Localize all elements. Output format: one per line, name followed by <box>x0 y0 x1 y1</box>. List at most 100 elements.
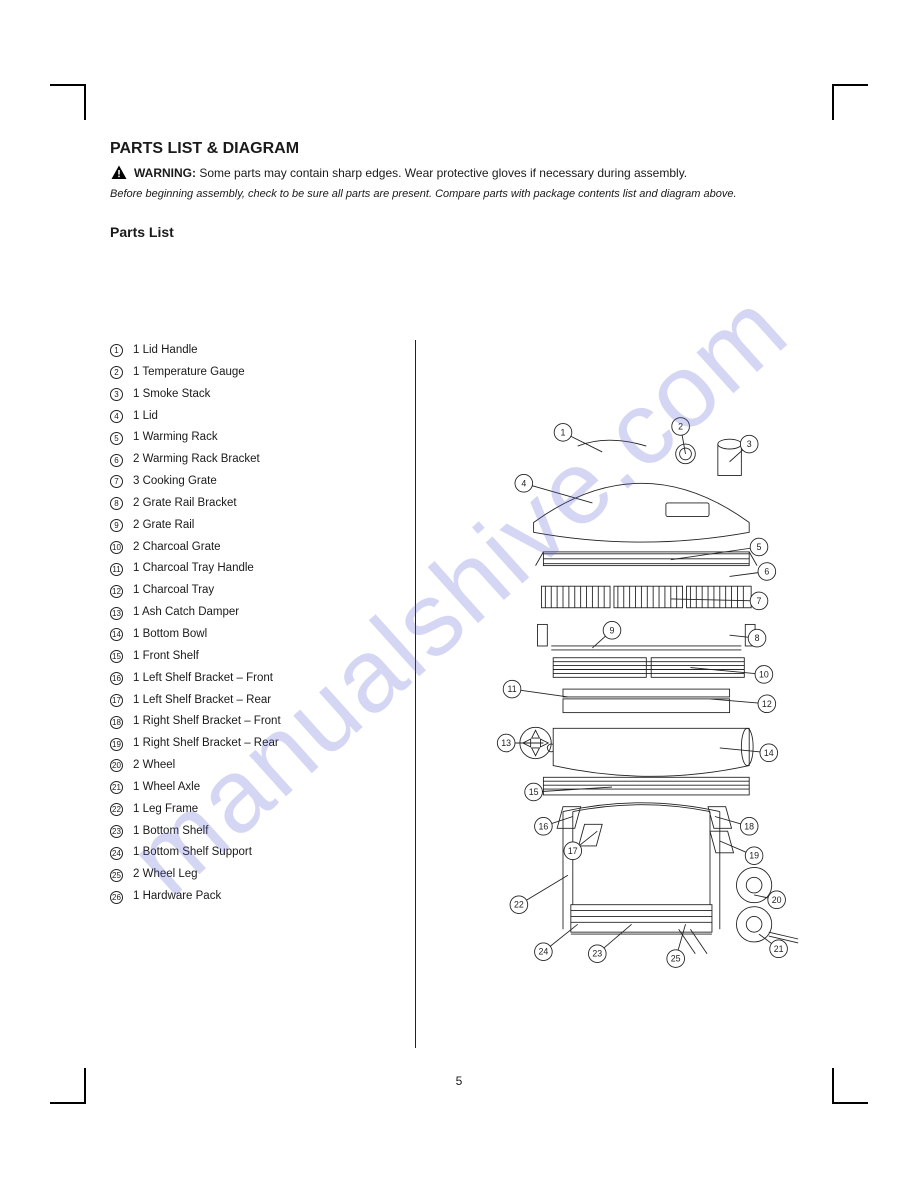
list-bullet-circle: 19 <box>110 738 123 751</box>
page-number: 5 <box>0 1074 918 1088</box>
list-bullet-circle: 23 <box>110 825 123 838</box>
svg-text:16: 16 <box>538 821 548 831</box>
sub-warning: Before beginning assembly, check to be s… <box>110 188 808 200</box>
parts-list-label: 1 Bottom Bowl <box>133 624 207 646</box>
crop-mark <box>50 1102 86 1104</box>
parts-list-label: 1 Right Shelf Bracket – Front <box>133 711 281 733</box>
svg-text:2: 2 <box>678 421 683 431</box>
svg-text:6: 6 <box>764 567 769 577</box>
parts-list-label: 1 Bottom Shelf <box>133 821 208 843</box>
list-bullet-circle: 17 <box>110 694 123 707</box>
parts-list-item: 121 Charcoal Tray <box>110 580 395 602</box>
parts-list-item: 1 1 Lid Handle <box>110 340 395 362</box>
list-bullet-circle: 1 <box>110 344 123 357</box>
parts-list-item: 31 Smoke Stack <box>110 384 395 406</box>
parts-list-item: 261 Hardware Pack <box>110 886 395 908</box>
svg-text:12: 12 <box>762 699 772 709</box>
svg-text:5: 5 <box>757 542 762 552</box>
parts-list-item: 2 1 Temperature Gauge <box>110 362 395 384</box>
svg-text:22: 22 <box>514 900 524 910</box>
parts-list-title: Parts List <box>110 224 808 240</box>
warning-row: WARNING: Some parts may contain sharp ed… <box>110 164 808 182</box>
list-bullet-circle: 25 <box>110 869 123 882</box>
svg-text:23: 23 <box>592 949 602 959</box>
svg-text:21: 21 <box>774 944 784 954</box>
svg-text:8: 8 <box>755 633 760 643</box>
exploded-diagram: 1234567891011121314151617181920212223242… <box>416 340 808 1048</box>
parts-list-label: 1 Bottom Shelf Support <box>133 842 252 864</box>
list-bullet-circle: 14 <box>110 628 123 641</box>
parts-list: 1 1 Lid Handle 2 1 Temperature Gauge31 Smok… <box>110 340 395 908</box>
parts-list-item: 252 Wheel Leg <box>110 864 395 886</box>
crop-mark <box>84 84 86 120</box>
crop-mark <box>50 84 86 86</box>
svg-text:18: 18 <box>744 821 754 831</box>
parts-list-item: 161 Left Shelf Bracket – Front <box>110 668 395 690</box>
parts-list-label: 3 Cooking Grate <box>133 471 217 493</box>
list-bullet-circle: 16 <box>110 672 123 685</box>
warning-triangle-icon <box>110 164 128 182</box>
parts-list-item: 111 Charcoal Tray Handle <box>110 558 395 580</box>
warning-text-wrap: WARNING: Some parts may contain sharp ed… <box>134 164 687 182</box>
list-bullet-circle: 8 <box>110 497 123 510</box>
svg-text:11: 11 <box>507 684 516 694</box>
parts-list-item: 171 Left Shelf Bracket – Rear <box>110 690 395 712</box>
parts-list-label: 1 Smoke Stack <box>133 384 210 406</box>
svg-text:15: 15 <box>529 787 539 797</box>
parts-list-item: 92 Grate Rail <box>110 515 395 537</box>
parts-list-label: 1 Charcoal Tray <box>133 580 214 602</box>
svg-text:20: 20 <box>772 895 782 905</box>
parts-list-item: 21 1 Wheel Axle <box>110 777 395 799</box>
svg-text:19: 19 <box>749 851 759 861</box>
svg-text:13: 13 <box>501 738 511 748</box>
parts-list-label: 1 Wheel Axle <box>133 777 200 799</box>
list-bullet-circle: 22 <box>110 803 123 816</box>
parts-list-item: 41 Lid <box>110 406 395 428</box>
svg-text:9: 9 <box>610 625 615 635</box>
svg-text:14: 14 <box>764 748 774 758</box>
parts-list-item: 20 2 Wheel <box>110 755 395 777</box>
crop-mark <box>832 84 834 120</box>
parts-list-item: 102 Charcoal Grate <box>110 537 395 559</box>
list-bullet-circle: 18 <box>110 716 123 729</box>
list-bullet-circle: 15 <box>110 650 123 663</box>
parts-list-label: 2 Wheel <box>133 755 175 777</box>
list-bullet-circle: 7 <box>110 475 123 488</box>
parts-list-label: 1 Lid Handle <box>133 340 198 362</box>
page-header: PARTS LIST & DIAGRAM WARNING: Some parts… <box>110 140 808 250</box>
parts-list-label: 1 Hardware Pack <box>133 886 221 908</box>
svg-text:3: 3 <box>747 439 752 449</box>
parts-list-label: 1 Leg Frame <box>133 799 198 821</box>
parts-list-item: 24 1 Bottom Shelf Support <box>110 842 395 864</box>
parts-list-label: 2 Warming Rack Bracket <box>133 449 260 471</box>
parts-list-label: 2 Grate Rail Bracket <box>133 493 237 515</box>
list-bullet-circle: 24 <box>110 847 123 860</box>
list-bullet-circle: 6 <box>110 454 123 467</box>
parts-list-item: 6 2 Warming Rack Bracket <box>110 449 395 471</box>
parts-list-label: 1 Lid <box>133 406 158 428</box>
svg-text:10: 10 <box>759 669 769 679</box>
list-bullet-circle: 11 <box>110 563 123 576</box>
svg-text:17: 17 <box>568 846 578 856</box>
warning-label: WARNING: <box>134 166 196 180</box>
parts-list-label: 2 Charcoal Grate <box>133 537 221 559</box>
parts-list-label: 1 Ash Catch Damper <box>133 602 239 624</box>
parts-list-item: 23 1 Bottom Shelf <box>110 821 395 843</box>
list-bullet-circle: 21 <box>110 781 123 794</box>
list-bullet-circle: 5 <box>110 432 123 445</box>
diagram-column: 1234567891011121314151617181920212223242… <box>416 340 808 1048</box>
parts-list-label: 1 Temperature Gauge <box>133 362 245 384</box>
manual-page: manualshive.com PARTS LIST & DIAGRAM WAR… <box>0 0 918 1188</box>
crop-mark <box>832 1102 868 1104</box>
list-bullet-circle: 2 <box>110 366 123 379</box>
parts-list-item: 18 1 Right Shelf Bracket – Front <box>110 711 395 733</box>
parts-list-item: 22 1 Leg Frame <box>110 799 395 821</box>
crop-mark <box>832 84 868 86</box>
parts-list-item: 15 1 Front Shelf <box>110 646 395 668</box>
parts-list-label: 1 Front Shelf <box>133 646 199 668</box>
parts-list-item: 7 3 Cooking Grate <box>110 471 395 493</box>
parts-list-item: 8 2 Grate Rail Bracket <box>110 493 395 515</box>
svg-text:1: 1 <box>561 427 566 437</box>
list-bullet-circle: 20 <box>110 759 123 772</box>
svg-text:24: 24 <box>538 947 548 957</box>
